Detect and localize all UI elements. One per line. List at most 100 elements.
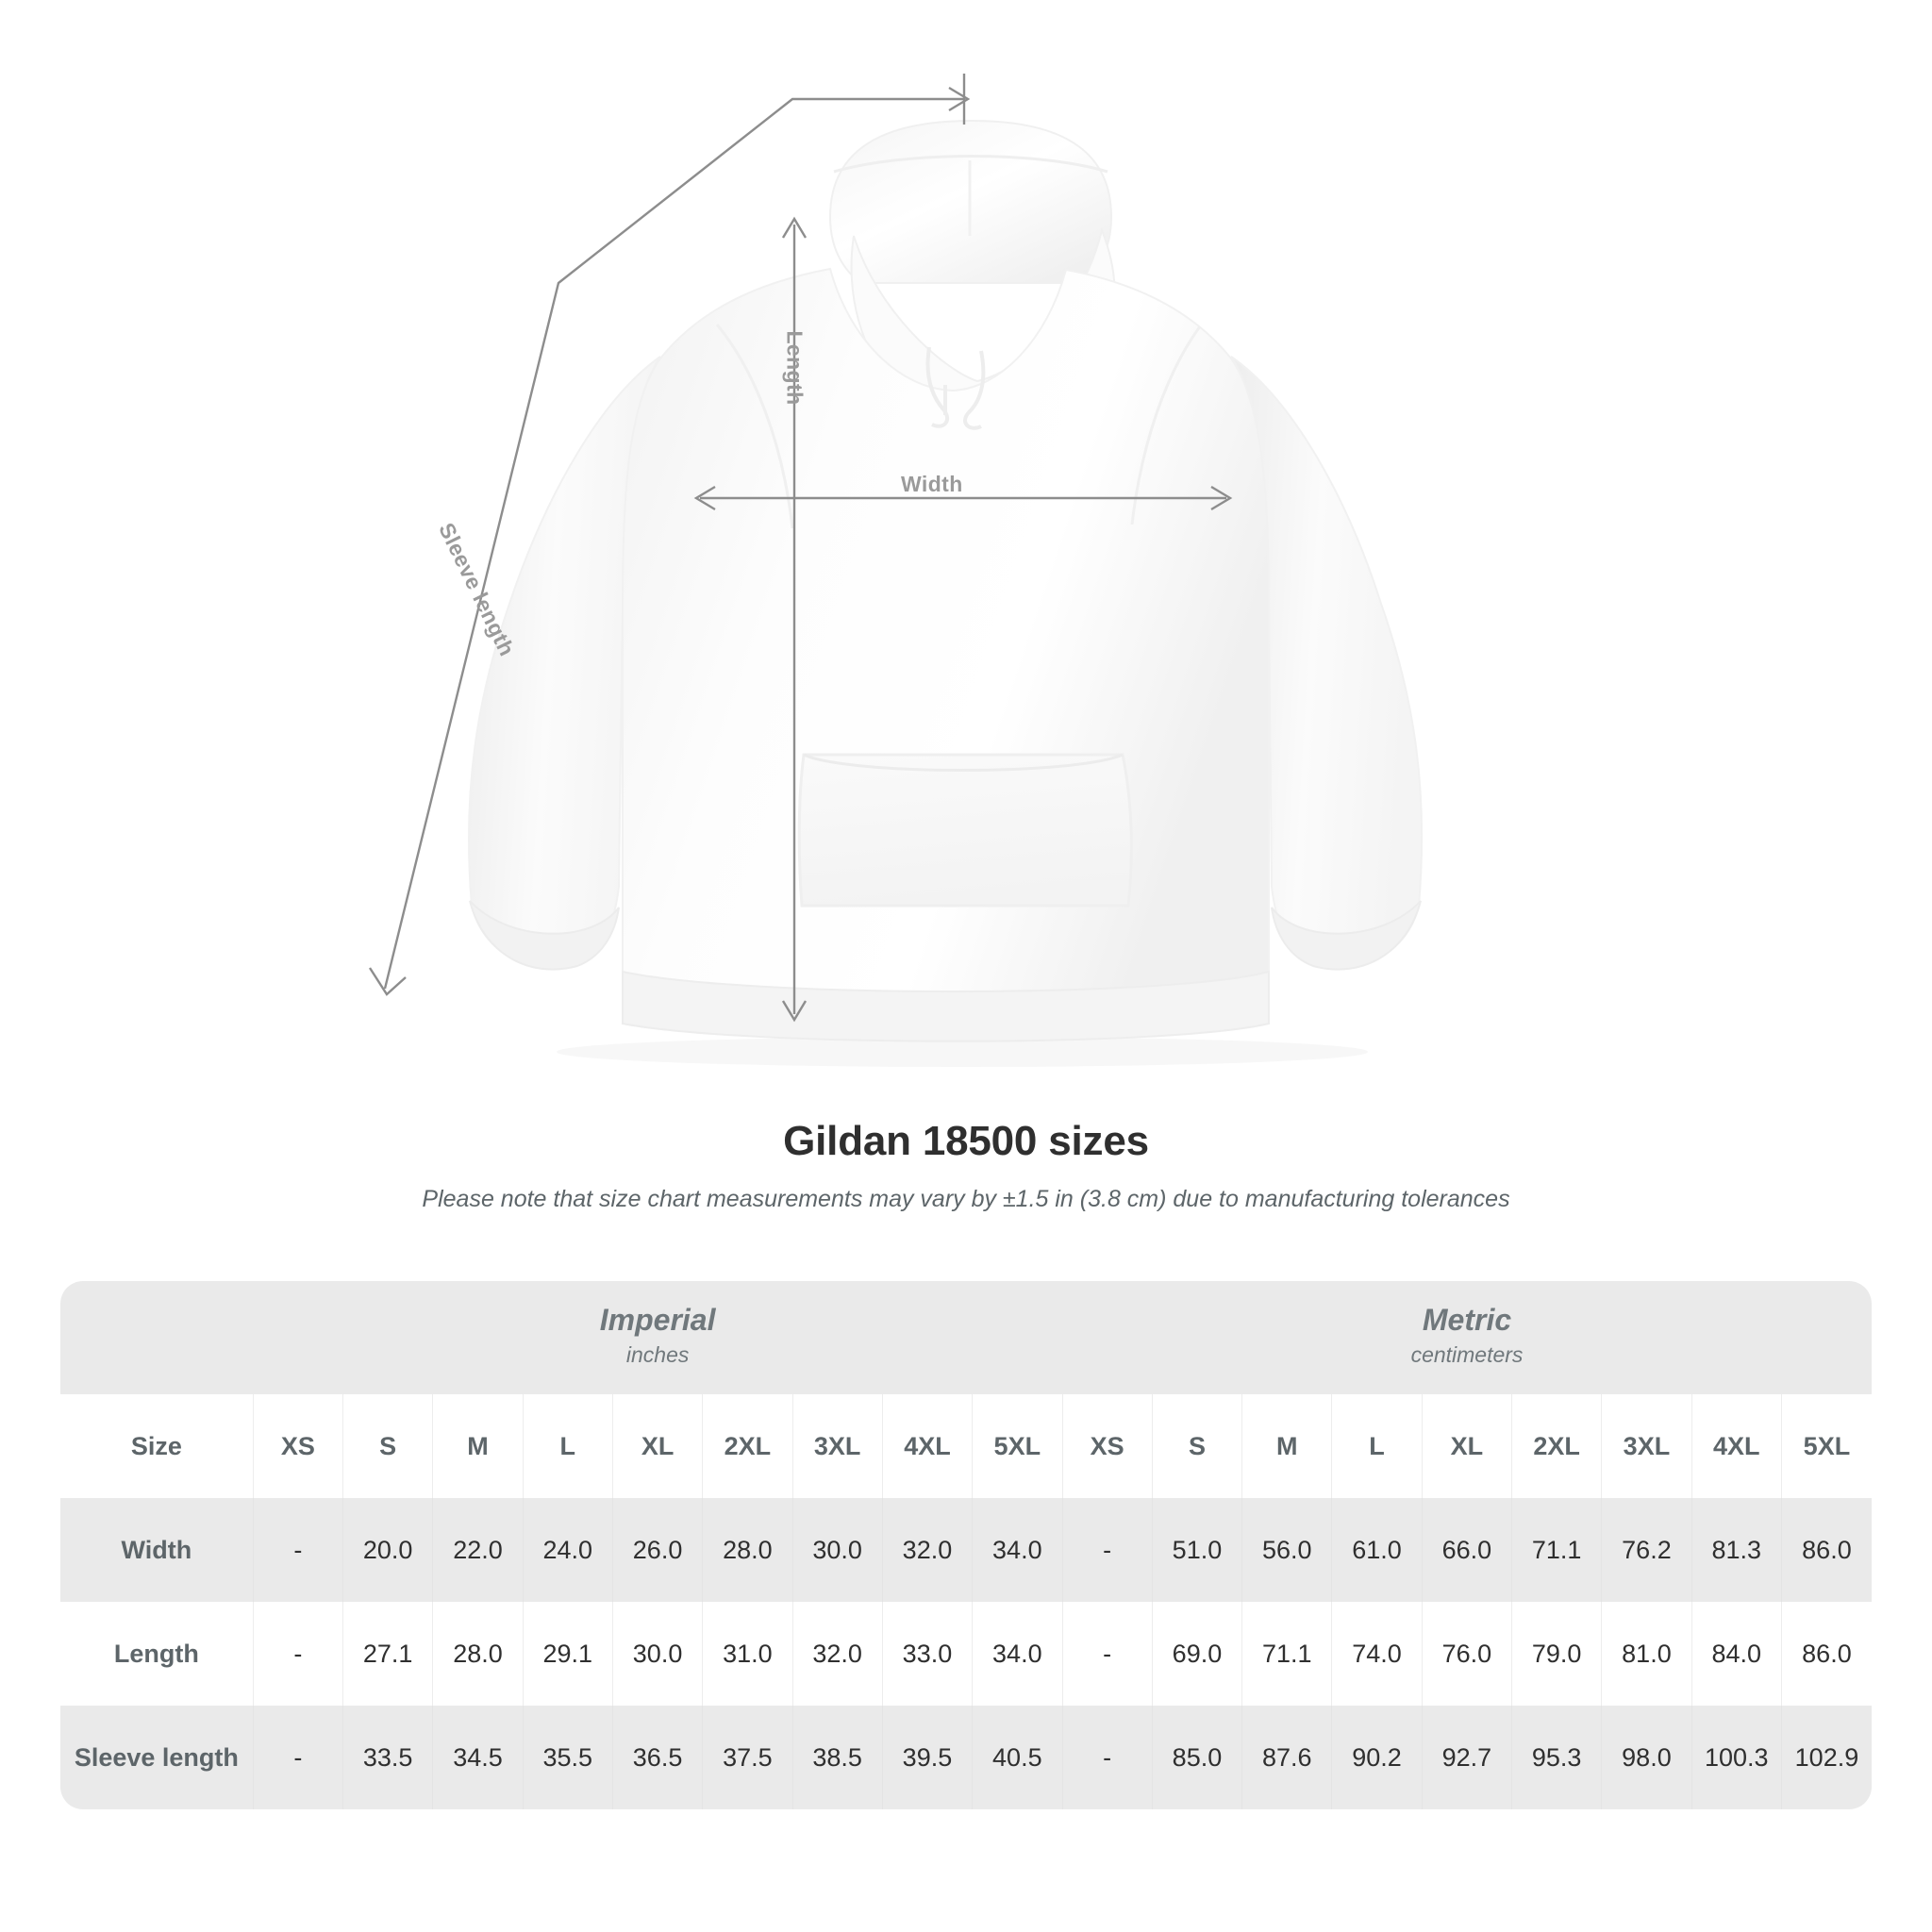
- cell-length-imperial-4xl: 33.0: [881, 1602, 973, 1706]
- size-col-metric-5xl: 5XL: [1780, 1394, 1872, 1498]
- unit-header-metric: Metric centimeters: [1062, 1281, 1872, 1394]
- cell-length-metric-xl: 76.0: [1421, 1602, 1512, 1706]
- cell-sleeve-imperial-xl: 36.5: [611, 1706, 703, 1809]
- measurement-guides: [368, 74, 1233, 1023]
- cell-sleeve-imperial-4xl: 39.5: [881, 1706, 973, 1809]
- unit-sub-imperial: inches: [625, 1342, 690, 1367]
- size-col-imperial-l: L: [522, 1394, 613, 1498]
- cell-sleeve-imperial-m: 34.5: [432, 1706, 524, 1809]
- cell-sleeve-metric-4xl: 100.3: [1690, 1706, 1782, 1809]
- size-col-imperial-s: S: [342, 1394, 433, 1498]
- cell-sleeve-imperial-5xl: 40.5: [972, 1706, 1063, 1809]
- size-col-imperial-xs: XS: [252, 1394, 343, 1498]
- cell-sleeve-imperial-2xl: 37.5: [702, 1706, 793, 1809]
- cell-length-imperial-xs: -: [252, 1602, 343, 1706]
- width-label: Width: [901, 472, 963, 496]
- cell-length-imperial-l: 29.1: [522, 1602, 613, 1706]
- cell-sleeve-metric-l: 90.2: [1331, 1706, 1423, 1809]
- hoodie-illustration: [368, 74, 1424, 1042]
- cell-width-metric-xl: 66.0: [1421, 1498, 1512, 1602]
- unit-name-imperial: Imperial: [599, 1303, 716, 1338]
- size-col-imperial-3xl: 3XL: [791, 1394, 883, 1498]
- size-col-imperial-5xl: 5XL: [972, 1394, 1063, 1498]
- cell-width-imperial-3xl: 30.0: [791, 1498, 883, 1602]
- cell-length-metric-5xl: 86.0: [1780, 1602, 1872, 1706]
- unit-sub-metric: centimeters: [1410, 1342, 1524, 1367]
- width-arrowhead-right: [1210, 485, 1233, 511]
- table-row: Width - 20.0 22.0 24.0 26.0 28.0 30.0 32…: [60, 1498, 1872, 1602]
- cell-sleeve-imperial-xs: -: [252, 1706, 343, 1809]
- length-arrowhead-bottom: [781, 1000, 808, 1023]
- cell-sleeve-imperial-s: 33.5: [342, 1706, 433, 1809]
- cell-sleeve-metric-xs: -: [1061, 1706, 1153, 1809]
- cell-sleeve-imperial-l: 35.5: [522, 1706, 613, 1809]
- cell-width-imperial-4xl: 32.0: [881, 1498, 973, 1602]
- row-label-sleeve-length: Sleeve length: [60, 1706, 254, 1809]
- cell-length-imperial-5xl: 34.0: [972, 1602, 1063, 1706]
- cell-length-metric-4xl: 84.0: [1690, 1602, 1782, 1706]
- size-chart-table-wrap: Imperial inches Metric centimeters Size …: [60, 1281, 1872, 1809]
- cell-sleeve-metric-m: 87.6: [1241, 1706, 1332, 1809]
- size-col-metric-2xl: 2XL: [1510, 1394, 1602, 1498]
- cell-width-metric-2xl: 71.1: [1510, 1498, 1602, 1602]
- size-header-label: Size: [60, 1394, 254, 1498]
- cell-length-metric-2xl: 79.0: [1510, 1602, 1602, 1706]
- sleeve-arrowhead-top: [948, 86, 971, 112]
- size-header-row: Size XS S M L XL 2XL 3XL 4XL 5XL XS S M …: [60, 1394, 1872, 1498]
- cell-width-metric-xs: -: [1061, 1498, 1153, 1602]
- row-label-width: Width: [60, 1498, 254, 1602]
- length-label: Length: [782, 330, 808, 406]
- cell-sleeve-metric-2xl: 95.3: [1510, 1706, 1602, 1809]
- cell-sleeve-metric-xl: 92.7: [1421, 1706, 1512, 1809]
- size-col-imperial-m: M: [432, 1394, 524, 1498]
- cell-width-imperial-l: 24.0: [522, 1498, 613, 1602]
- cell-width-metric-s: 51.0: [1151, 1498, 1242, 1602]
- garment-measurement-diagram: Length Width Sleeve length: [368, 74, 1424, 1042]
- size-col-metric-4xl: 4XL: [1690, 1394, 1782, 1498]
- cell-width-metric-m: 56.0: [1241, 1498, 1332, 1602]
- cell-length-imperial-m: 28.0: [432, 1602, 524, 1706]
- cell-width-imperial-2xl: 28.0: [702, 1498, 793, 1602]
- page-title: Gildan 18500 sizes: [783, 1118, 1149, 1164]
- cell-sleeve-imperial-3xl: 38.5: [791, 1706, 883, 1809]
- cell-width-metric-3xl: 76.2: [1601, 1498, 1692, 1602]
- unit-header-spacer: [60, 1281, 254, 1394]
- unit-name-metric: Metric: [1422, 1303, 1512, 1338]
- cell-length-imperial-s: 27.1: [342, 1602, 433, 1706]
- cell-length-metric-m: 71.1: [1241, 1602, 1332, 1706]
- cell-width-imperial-s: 20.0: [342, 1498, 433, 1602]
- unit-header-row: Imperial inches Metric centimeters: [60, 1281, 1872, 1394]
- cell-width-imperial-xl: 26.0: [611, 1498, 703, 1602]
- cell-length-imperial-2xl: 31.0: [702, 1602, 793, 1706]
- size-col-metric-xs: XS: [1061, 1394, 1153, 1498]
- cell-sleeve-metric-3xl: 98.0: [1601, 1706, 1692, 1809]
- width-arrowhead-left: [693, 485, 716, 511]
- size-col-metric-3xl: 3XL: [1601, 1394, 1692, 1498]
- size-col-metric-xl: XL: [1421, 1394, 1512, 1498]
- cell-width-imperial-5xl: 34.0: [972, 1498, 1063, 1602]
- row-label-length: Length: [60, 1602, 254, 1706]
- cell-width-imperial-xs: -: [252, 1498, 343, 1602]
- cell-length-metric-l: 74.0: [1331, 1602, 1423, 1706]
- cell-sleeve-metric-s: 85.0: [1151, 1706, 1242, 1809]
- unit-header-imperial: Imperial inches: [253, 1281, 1063, 1394]
- size-col-metric-l: L: [1331, 1394, 1423, 1498]
- table-row: Sleeve length - 33.5 34.5 35.5 36.5 37.5…: [60, 1706, 1872, 1809]
- cell-width-metric-l: 61.0: [1331, 1498, 1423, 1602]
- cell-width-metric-5xl: 86.0: [1780, 1498, 1872, 1602]
- size-col-imperial-2xl: 2XL: [702, 1394, 793, 1498]
- size-chart-table: Imperial inches Metric centimeters Size …: [60, 1281, 1872, 1809]
- cell-length-metric-s: 69.0: [1151, 1602, 1242, 1706]
- sleeve-arrowhead-bottom: [368, 967, 407, 996]
- length-arrowhead-top: [781, 216, 808, 239]
- cell-width-metric-4xl: 81.3: [1690, 1498, 1782, 1602]
- size-col-imperial-xl: XL: [611, 1394, 703, 1498]
- cell-length-imperial-xl: 30.0: [611, 1602, 703, 1706]
- cell-length-metric-xs: -: [1061, 1602, 1153, 1706]
- size-col-metric-s: S: [1151, 1394, 1242, 1498]
- sleeve-guide-line: [383, 97, 964, 990]
- size-col-imperial-4xl: 4XL: [881, 1394, 973, 1498]
- caption-block: Gildan 18500 sizes Please note that size…: [0, 1118, 1932, 1213]
- cell-width-imperial-m: 22.0: [432, 1498, 524, 1602]
